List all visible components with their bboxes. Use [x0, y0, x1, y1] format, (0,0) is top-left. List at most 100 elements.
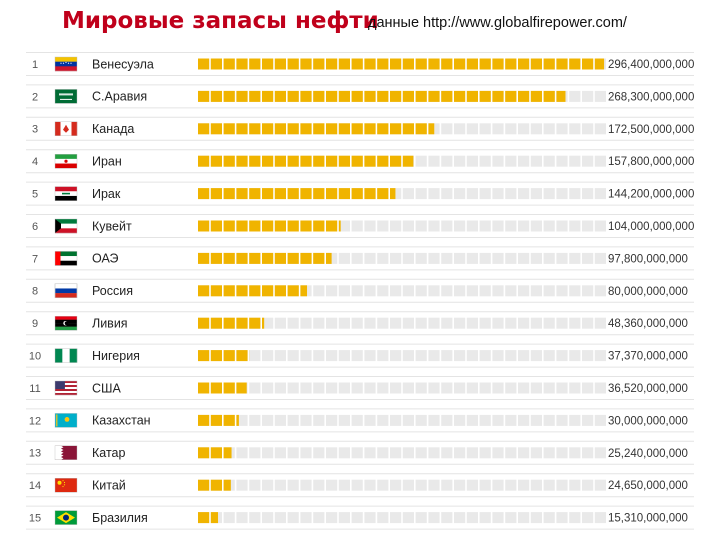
value-label: 80,000,000,000 — [608, 286, 688, 298]
bar-segment — [313, 220, 325, 232]
bar-segment — [287, 123, 299, 135]
bar-segment — [402, 123, 414, 135]
bar-track-segment — [556, 252, 568, 264]
bar-track-segment — [492, 252, 504, 264]
bar-track-segment — [223, 512, 235, 524]
bar-track-segment — [262, 447, 274, 459]
bar-segment — [390, 155, 402, 167]
country-label: Нигерия — [92, 349, 140, 363]
bar-segment — [518, 90, 530, 102]
bar-segment — [402, 58, 414, 70]
bar-track-segment — [326, 479, 338, 491]
nigeria-flag-icon — [54, 348, 78, 363]
country-label: Венесуэла — [92, 57, 154, 71]
bar-track-segment — [402, 382, 414, 394]
russia-flag-icon — [54, 283, 78, 299]
bar-track-segment — [569, 479, 581, 491]
bar-track-segment — [479, 512, 491, 524]
bar-segment — [287, 155, 299, 167]
bar-track-segment — [505, 220, 517, 232]
bar-track-segment — [479, 414, 491, 426]
bar-track-segment — [530, 188, 542, 200]
bar-track-segment — [569, 350, 581, 362]
value-label: 268,300,000,000 — [608, 91, 694, 103]
bar-segment — [287, 90, 299, 102]
bar-track-segment — [428, 285, 440, 297]
bar-track-segment — [249, 447, 261, 459]
bar-track-segment — [274, 512, 286, 524]
bar-track-segment — [556, 382, 568, 394]
bar-segment — [223, 220, 235, 232]
bar-track-segment — [313, 317, 325, 329]
country-label: Ливия — [92, 316, 128, 330]
country-label: США — [92, 381, 121, 395]
bar-track-segment — [594, 350, 606, 362]
bar-track-segment — [415, 350, 427, 362]
iran-flag-icon — [54, 153, 78, 169]
rank-label: 10 — [29, 351, 41, 363]
bar-segment — [198, 252, 210, 264]
bar-track-segment — [402, 285, 414, 297]
bar-track-segment — [338, 220, 350, 232]
bar-track-segment — [274, 447, 286, 459]
bar-track-segment — [441, 479, 453, 491]
bar-track-segment — [518, 155, 530, 167]
bar-track-segment — [377, 317, 389, 329]
bar-track-segment — [569, 447, 581, 459]
bar-track-segment — [594, 123, 606, 135]
bar-track-segment — [594, 512, 606, 524]
libya-flag-icon — [54, 316, 78, 331]
bar-segment — [505, 58, 517, 70]
bar-segment — [210, 317, 222, 329]
bar-track-segment — [569, 512, 581, 524]
bar-track-segment — [454, 123, 466, 135]
bar-track-segment — [518, 414, 530, 426]
bar-track — [198, 414, 606, 426]
bar-segment — [262, 252, 274, 264]
bar-segment — [198, 155, 210, 167]
bar-track-segment — [402, 350, 414, 362]
bar-track-segment — [505, 123, 517, 135]
bar-track-segment — [377, 252, 389, 264]
bar-track-segment — [466, 285, 478, 297]
bar-track-segment — [390, 447, 402, 459]
bar-segment — [338, 90, 350, 102]
bar-segment — [274, 220, 286, 232]
bar-segment — [287, 220, 299, 232]
bar-track-segment — [518, 512, 530, 524]
usa-flag-icon — [54, 380, 78, 396]
bar-track-segment — [390, 479, 402, 491]
bar-track — [198, 479, 606, 491]
bar-track-segment — [338, 285, 350, 297]
bar-track-segment — [569, 123, 581, 135]
bar-segment — [313, 90, 325, 102]
bar-track-segment — [249, 512, 261, 524]
bar-segment — [390, 90, 402, 102]
bar-track-segment — [479, 155, 491, 167]
bar-segment — [390, 123, 402, 135]
bar-segment — [210, 155, 222, 167]
bar-segment — [300, 58, 312, 70]
bar-segment — [518, 58, 530, 70]
rank-label: 1 — [32, 59, 38, 71]
bar-track-segment — [569, 382, 581, 394]
bar-segment — [223, 317, 235, 329]
bar-segment — [287, 285, 299, 297]
bar-segment — [236, 220, 248, 232]
iraq-flag-icon — [54, 186, 78, 201]
bar-segment — [223, 350, 235, 362]
bar-track-segment — [543, 382, 555, 394]
table-row: 15 Бразилия 15,310,000,000 — [26, 505, 694, 530]
bar-track-segment — [428, 414, 440, 426]
bar-segment — [415, 90, 427, 102]
bar-track-segment — [351, 447, 363, 459]
bar-track-segment — [415, 155, 427, 167]
bar-segment — [351, 123, 363, 135]
bar-segment — [530, 90, 542, 102]
bar-segment — [198, 188, 210, 200]
bar-track-segment — [466, 123, 478, 135]
bar-track-segment — [492, 447, 504, 459]
bar-track-segment — [505, 252, 517, 264]
bar-track-segment — [326, 317, 338, 329]
value-label: 15,310,000,000 — [608, 513, 688, 525]
